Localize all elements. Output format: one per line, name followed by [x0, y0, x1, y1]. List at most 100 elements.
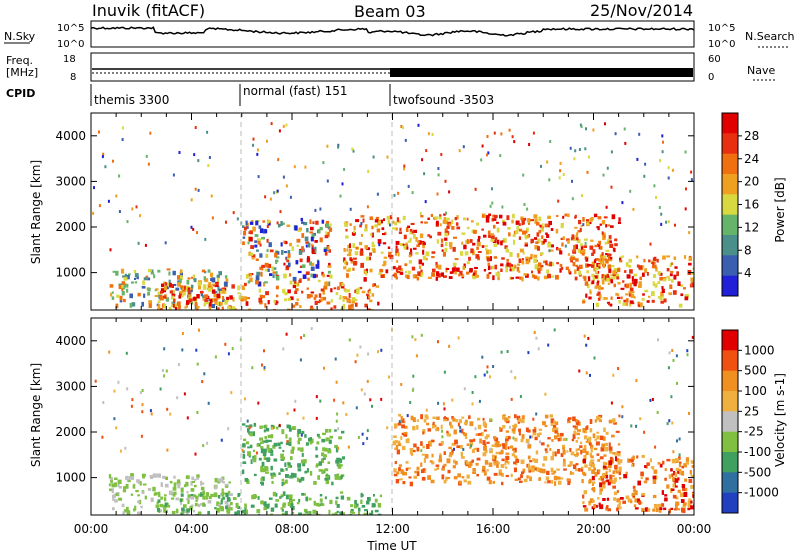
echo-cell [265, 291, 269, 296]
echo-cell [502, 221, 507, 226]
echo-cell [664, 497, 668, 502]
echo-cell [630, 424, 633, 428]
echo-cell [148, 300, 152, 304]
echo-cell [519, 276, 523, 280]
echo-cell [204, 237, 207, 241]
echo-cell [102, 401, 105, 404]
echo-cell [172, 303, 175, 308]
echo-cell [255, 279, 259, 285]
echo-cell [395, 276, 398, 280]
echo-cell [340, 475, 343, 479]
echo-cell [117, 484, 120, 487]
echo-cell [443, 416, 446, 420]
echo-cell [139, 391, 142, 395]
echo-cell [518, 236, 522, 240]
echo-cell [425, 257, 428, 261]
echo-cell [673, 274, 677, 280]
echo-cell [400, 436, 403, 440]
echo-cell [583, 245, 587, 248]
echo-cell [660, 291, 664, 297]
echo-cell [594, 275, 598, 279]
echo-cell [460, 251, 464, 256]
echo-cell [157, 493, 161, 498]
echo-cell [240, 298, 244, 302]
echo-cell [412, 449, 416, 453]
echo-cell [619, 257, 622, 262]
echo-cell [532, 429, 537, 433]
echo-cell [486, 370, 489, 374]
echo-cell [597, 291, 601, 295]
echo-cell [617, 367, 620, 370]
colorbar-swatch [722, 472, 738, 494]
echo-cell [322, 457, 326, 460]
echo-cell [160, 496, 164, 500]
echo-cell [476, 447, 480, 452]
echo-cell [618, 300, 621, 304]
echo-cell [687, 500, 692, 506]
echo-cell [480, 432, 484, 437]
echo-cell [685, 187, 687, 191]
echo-cell [221, 488, 224, 493]
colorbar-swatch [722, 153, 738, 175]
echo-cell [393, 468, 397, 473]
echo-cell [108, 474, 112, 479]
echo-cell [604, 297, 608, 300]
echo-cell [301, 246, 304, 251]
echo-cell [422, 255, 426, 261]
echo-cell [434, 468, 438, 471]
echo-cell [542, 240, 545, 244]
echo-cell [479, 438, 482, 444]
echo-cell [246, 419, 249, 423]
echo-cell [351, 147, 354, 151]
echo-cell [666, 268, 670, 272]
echo-cell [311, 233, 315, 239]
echo-cell [429, 441, 433, 447]
echo-cell [298, 250, 303, 255]
echo-cell [676, 439, 678, 443]
echo-cell [617, 461, 621, 465]
echo-cell [580, 243, 583, 247]
echo-cell [517, 477, 521, 481]
echo-cell [364, 509, 368, 512]
echo-cell [164, 502, 168, 507]
echo-cell [194, 126, 197, 129]
freq-label: Freq. [6, 54, 33, 67]
echo-cell [655, 266, 658, 272]
echo-cell [604, 275, 609, 280]
echo-cell [190, 488, 195, 492]
echo-cell [367, 352, 370, 356]
echo-cell [651, 398, 654, 401]
echo-cell [516, 225, 519, 231]
echo-cell [652, 508, 656, 512]
echo-cell [668, 292, 672, 296]
echo-cell [328, 439, 332, 444]
echo-cell [596, 435, 600, 440]
echo-cell [126, 220, 129, 224]
echo-cell [544, 414, 549, 419]
echo-cell [567, 239, 570, 244]
echo-cell [493, 472, 498, 476]
echo-cell [292, 284, 296, 289]
echo-cell [160, 288, 164, 293]
echo-cell [417, 241, 420, 244]
echo-cell [349, 223, 352, 226]
echo-cell [475, 274, 479, 278]
echo-cell [210, 298, 213, 303]
echo-cell [275, 294, 279, 298]
freq-series-b [390, 68, 693, 77]
echo-cell [607, 256, 610, 261]
echo-cell [148, 303, 152, 308]
echo-cell [652, 479, 657, 484]
echo-cell [314, 208, 317, 212]
echo-cell [431, 453, 434, 458]
echo-cell [688, 262, 692, 266]
echo-cell [445, 268, 450, 270]
echo-cell [522, 258, 524, 261]
echo-cell [362, 218, 365, 223]
echo-cell [209, 286, 214, 289]
echo-cell [165, 369, 168, 373]
echo-cell [282, 347, 285, 351]
echo-cell [395, 248, 399, 253]
echo-cell [500, 132, 503, 136]
